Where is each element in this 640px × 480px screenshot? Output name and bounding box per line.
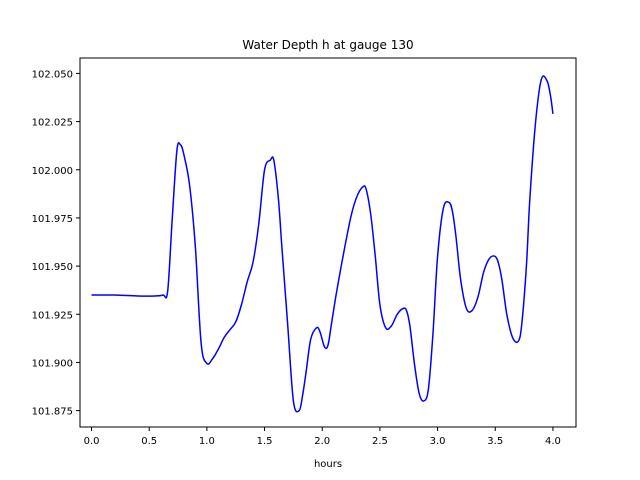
axes-frame <box>79 57 577 428</box>
y-axis: 101.875 101.900 101.925 101.950 101.975 102.0… <box>32 69 80 418</box>
y-tick-label: 101.925 <box>32 310 73 321</box>
x-tick-label: 2.5 <box>372 436 388 447</box>
y-tick-label: 102.025 <box>32 118 73 129</box>
x-tick-label: 3.0 <box>430 436 446 447</box>
x-tick-label: 4.0 <box>545 436 561 447</box>
x-tick-label: 0.5 <box>141 436 157 447</box>
y-tick-label: 101.900 <box>32 358 73 369</box>
x-tick-label: 1.5 <box>257 436 273 447</box>
y-tick-label: 101.950 <box>32 262 73 273</box>
x-axis-label: hours <box>314 459 342 470</box>
x-tick-label: 1.0 <box>199 436 215 447</box>
chart-title: Water Depth h at gauge 130 <box>242 38 413 52</box>
plot-area <box>91 75 554 413</box>
y-tick-label: 102.050 <box>32 69 73 80</box>
y-tick-label: 101.975 <box>32 214 73 225</box>
x-tick-label: 0.0 <box>84 436 100 447</box>
x-axis: 0.0 0.5 1.0 1.5 2.0 2.5 3.0 3.5 4.0 <box>84 427 561 447</box>
y-tick-label: 102.000 <box>32 166 73 177</box>
y-tick-label: 101.875 <box>32 407 73 418</box>
x-tick-label: 2.0 <box>314 436 330 447</box>
series-line-0 <box>91 75 554 413</box>
x-tick-label: 3.5 <box>487 436 503 447</box>
